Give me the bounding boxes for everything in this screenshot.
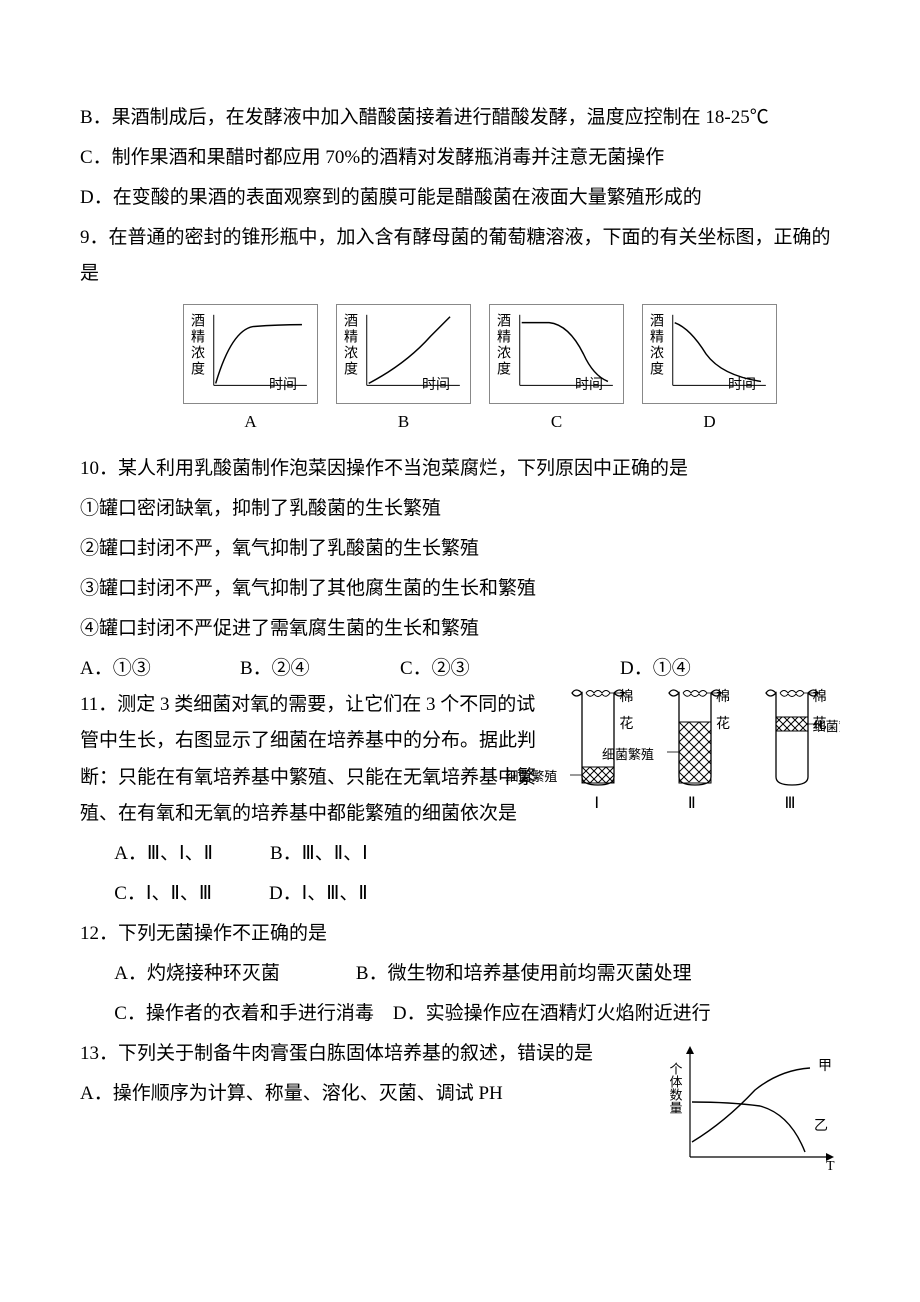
tube-2: 棉花 细菌繁殖 [658, 687, 732, 787]
svg-text:甲: 甲 [818, 1059, 832, 1074]
q10-stem: 10．某人利用乳酸菌制作泡菜因操作不当泡菜腐烂，下列原因中正确的是 [80, 451, 840, 487]
chart-D-xlabel: 时间 [728, 373, 756, 400]
roman-3: Ⅲ [785, 789, 796, 819]
q10-c2: ②罐口封闭不严，氧气抑制了乳酸菌的生长繁殖 [80, 531, 840, 567]
q10-c3: ③罐口封闭不严，氧气抑制了其他腐生菌的生长和繁殖 [80, 571, 840, 607]
q8-option-d: D．在变酸的果酒的表面观察到的菌膜可能是醋酸菌在液面大量繁殖形成的 [80, 180, 840, 216]
tube2-bact-label: 细菌繁殖 [602, 743, 654, 768]
q13-figure: 个体数量 甲 乙 T [670, 1042, 840, 1185]
chart-C-letter: C [551, 406, 562, 438]
chart-D-ylabel: 酒精浓度 [647, 313, 663, 377]
q11-opt-B: B．Ⅲ、Ⅱ、Ⅰ [270, 843, 368, 864]
tube-1: 棉花 细菌繁殖 [561, 687, 635, 787]
chart-B-ylabel: 酒精浓度 [341, 313, 357, 377]
q8-option-b: B．果酒制成后，在发酵液中加入醋酸菌接着进行醋酸发酵，温度应控制在 18-25℃ [80, 100, 840, 136]
q9-chart-C: 酒精浓度 时间 C [489, 304, 624, 438]
chart-B-letter: B [398, 406, 409, 438]
q8-option-c: C．制作果酒和果醋时都应用 70%的酒精对发酵瓶消毒并注意无菌操作 [80, 140, 840, 176]
chart-A-letter: A [244, 406, 256, 438]
chart-C-xlabel: 时间 [575, 373, 603, 400]
q10-c4: ④罐口封闭不严促进了需氧腐生菌的生长和繁殖 [80, 611, 840, 647]
tube2-cotton-label: 棉花 [716, 687, 732, 738]
q10-options: A．①③ B．②④ C．②③ D．①④ [80, 651, 840, 687]
svg-text:个体数量: 个体数量 [670, 1062, 683, 1114]
tube3-bact-label: 细菌繁殖 [813, 715, 840, 740]
q11-tubes-figure: 棉花 细菌繁殖 [550, 687, 840, 819]
chart-box-A: 酒精浓度 时间 [183, 304, 318, 404]
q12-line2: C．操作者的衣着和手进行消毒 D．实验操作应在酒精灯火焰附近进行 [80, 996, 840, 1032]
q12-stem: 12．下列无菌操作不正确的是 [80, 916, 840, 952]
q9-stem: 9．在普通的密封的锥形瓶中，加入含有酵母菌的葡萄糖溶液，下面的有关坐标图，正确的… [80, 220, 840, 292]
roman-1: Ⅰ [594, 789, 599, 819]
svg-text:乙: 乙 [814, 1118, 828, 1134]
q11-opt-A: A．Ⅲ、Ⅰ、Ⅱ [114, 843, 213, 864]
roman-2: Ⅱ [688, 789, 696, 819]
chart-C-ylabel: 酒精浓度 [494, 313, 510, 377]
chart-A-xlabel: 时间 [269, 373, 297, 400]
q10-opt-D: D．①④ [560, 651, 840, 687]
q9-charts-row: 酒精浓度 时间 A 酒精浓度 时间 B 酒精浓度 时间 C [80, 304, 840, 438]
q9-chart-B: 酒精浓度 时间 B [336, 304, 471, 438]
chart-box-C: 酒精浓度 时间 [489, 304, 624, 404]
q11-opt-C-D: C．Ⅰ、Ⅱ、Ⅲ D．Ⅰ、Ⅲ、Ⅱ [80, 876, 840, 912]
chart-D-letter: D [703, 406, 715, 438]
tube1-bact-label: 细菌繁殖 [505, 765, 557, 790]
q11-stem: 11．测定 3 类细菌对氧的需要，让它们在 3 个不同的试管中生长，右图显示了细… [80, 687, 544, 831]
q11-opt-A-B: A．Ⅲ、Ⅰ、Ⅱ B．Ⅲ、Ⅱ、Ⅰ [80, 836, 840, 872]
q10-c1: ①罐口密闭缺氧，抑制了乳酸菌的生长繁殖 [80, 491, 840, 527]
tubes-roman-row: Ⅰ Ⅱ Ⅲ [550, 789, 840, 819]
q9-chart-A: 酒精浓度 时间 A [183, 304, 318, 438]
q9-chart-D: 酒精浓度 时间 D [642, 304, 777, 438]
q10-opt-A: A．①③ [80, 651, 240, 687]
tube-3: 棉花 细菌繁殖 [755, 687, 829, 787]
svg-text:T: T [826, 1159, 835, 1172]
q11-opt-C: C．Ⅰ、Ⅱ、Ⅲ [114, 883, 212, 904]
chart-B-xlabel: 时间 [422, 373, 450, 400]
q10-opt-C: C．②③ [400, 651, 560, 687]
q11-opt-D: D．Ⅰ、Ⅲ、Ⅱ [269, 883, 368, 904]
chart-box-D: 酒精浓度 时间 [642, 304, 777, 404]
tube1-cotton-label: 棉花 [619, 687, 635, 738]
q12-line1: A．灼烧接种环灭菌 B．微生物和培养基使用前均需灭菌处理 [80, 956, 840, 992]
chart-box-B: 酒精浓度 时间 [336, 304, 471, 404]
chart-A-ylabel: 酒精浓度 [188, 313, 204, 377]
q10-opt-B: B．②④ [240, 651, 400, 687]
